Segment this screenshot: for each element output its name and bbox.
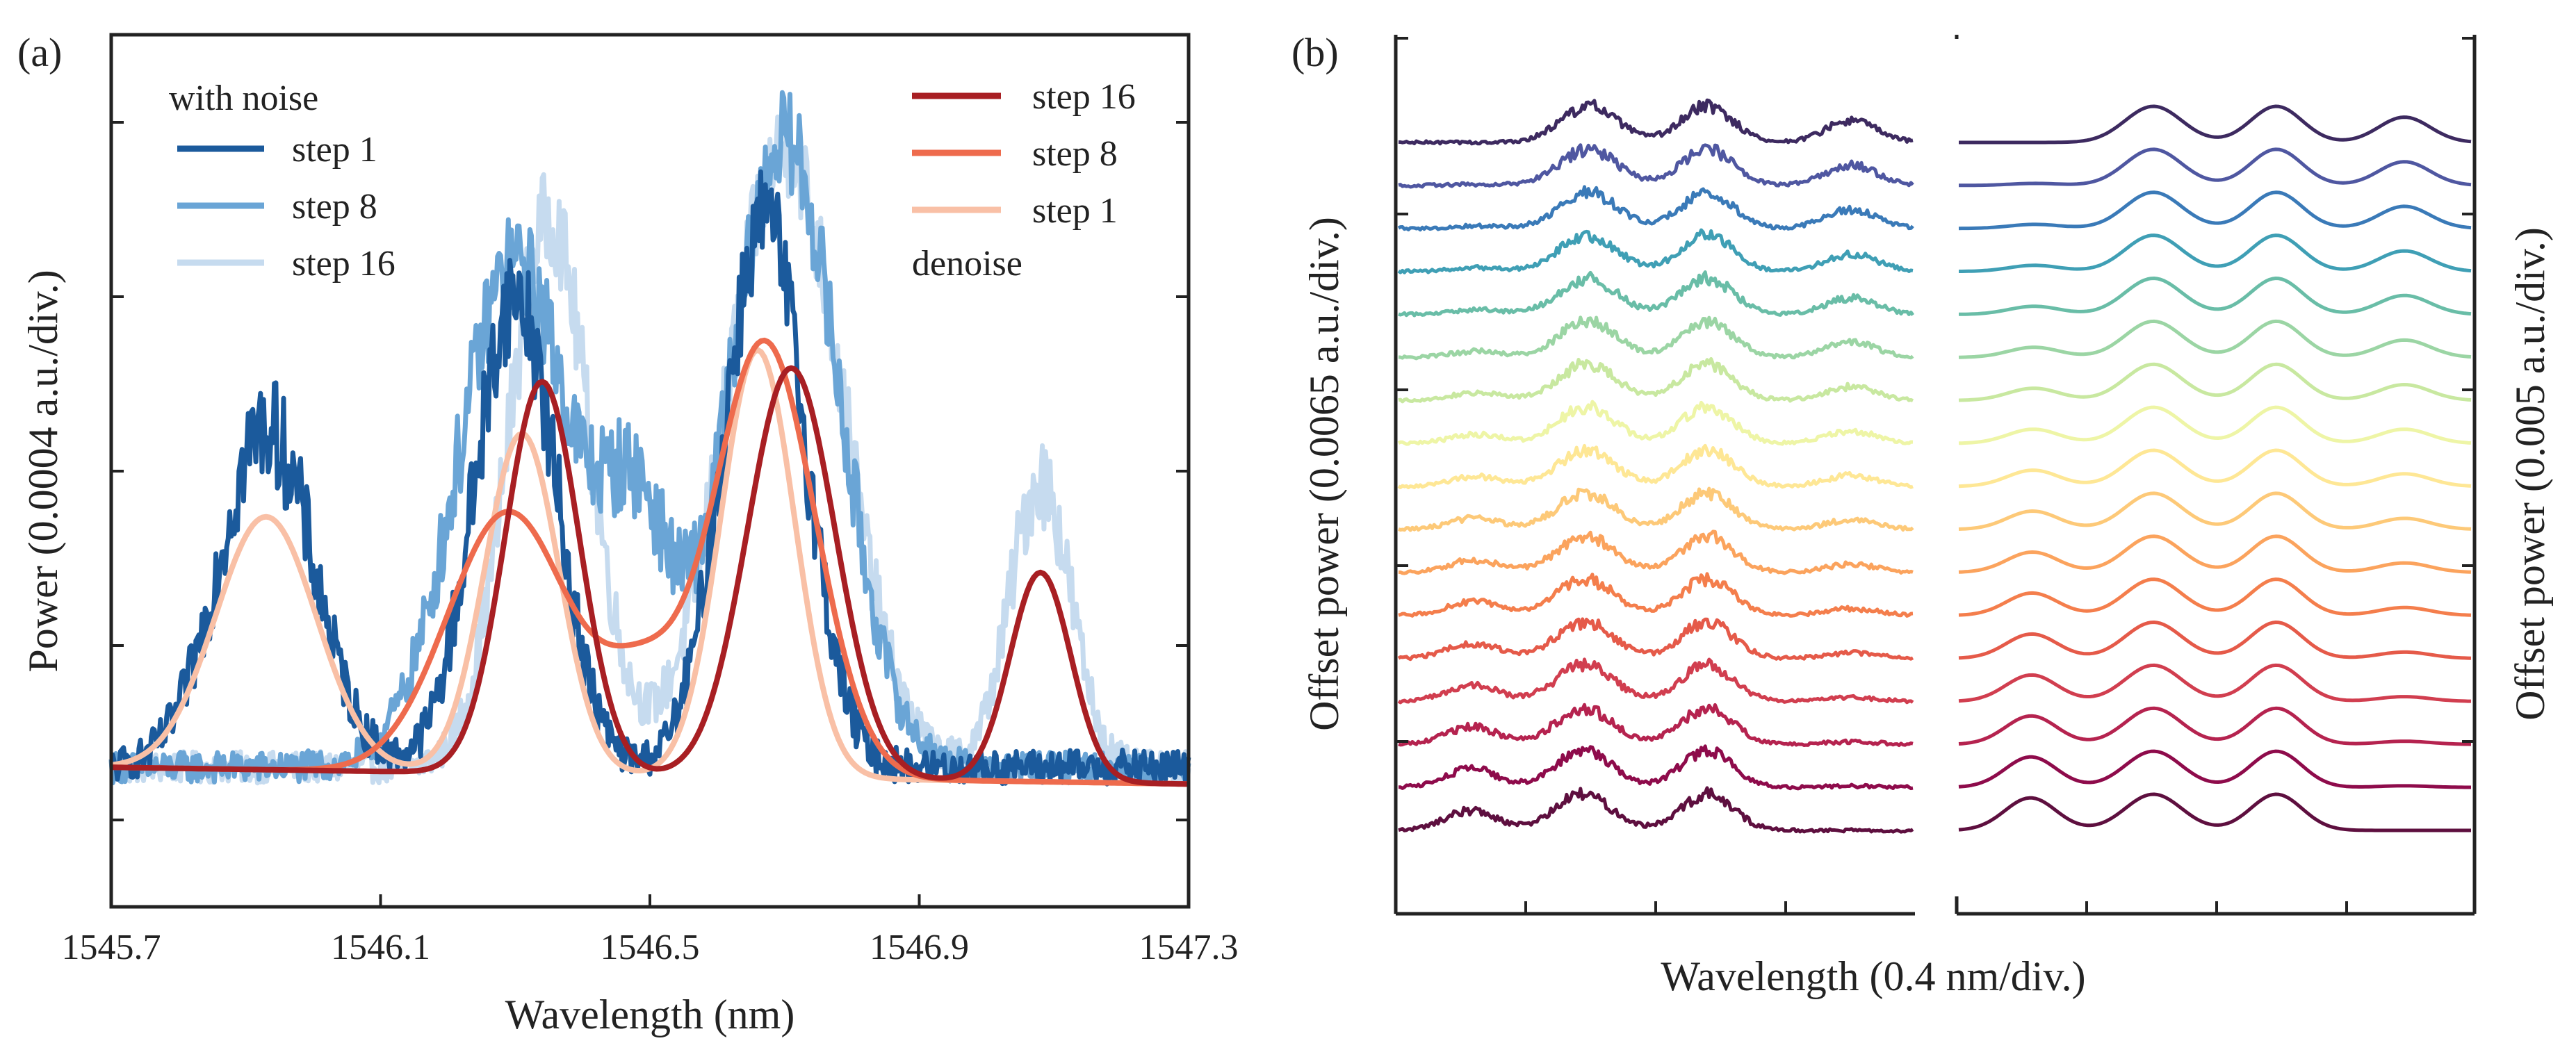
legend-with-noise: with noise step 1 step 8 step 16 (169, 79, 396, 284)
noisy-series-step-16 (108, 114, 1191, 786)
denoised-trace-13 (1959, 277, 2472, 316)
panel-a-y-axis-label: Power (0.0004 a.u./div.) (20, 270, 66, 672)
noisy-trace-8 (1398, 486, 1914, 532)
noisy-trace-4 (1397, 657, 1914, 705)
panel-a-x-tick-label: 1546.9 (870, 928, 969, 967)
panel-a-series (108, 90, 1191, 787)
panel-a-y-ticks (111, 121, 1189, 821)
denoised-trace-15 (1958, 190, 2472, 231)
panel-a: (a) 1545.7 1546.1 1546.5 1546.9 1547.3 (17, 30, 1239, 1037)
noisy-trace-2 (1399, 744, 1914, 791)
noisy-trace-3 (1398, 703, 1914, 748)
denoised-trace-5 (1958, 621, 2472, 660)
panel-b: (b) (1291, 30, 2553, 999)
panel-a-x-tick-labels: 1545.7 1546.1 1546.5 1546.9 1547.3 (62, 928, 1239, 967)
legend-denoise-title: denoise (912, 244, 1022, 284)
denoised-trace-16 (1959, 147, 2472, 188)
noisy-trace-7 (1398, 530, 1914, 575)
noisy-trace-9 (1397, 443, 1914, 490)
panel-b-right-y-axis-label: Offset power (0.005 a.u./div.) (2507, 227, 2553, 721)
noisy-trace-14 (1397, 228, 1914, 274)
denoised-trace-14 (1959, 233, 2472, 273)
panel-a-label: (a) (17, 30, 62, 75)
denoised-trace-12 (1958, 319, 2472, 359)
panel-b-left-y-axis-label: Offset power (0.0065 a.u./div.) (1301, 217, 1347, 731)
legend-label-denoise-step-16: step 16 (1032, 77, 1136, 117)
panel-b-x-axis-label: Wavelength (0.4 nm/div.) (1661, 953, 2085, 999)
denoised-trace-6 (1958, 577, 2472, 617)
panel-b-denoised-traces (1958, 104, 2472, 832)
denoised-trace-10 (1958, 405, 2472, 445)
noisy-trace-1 (1398, 786, 1914, 834)
denoised-trace-17 (1959, 104, 2472, 145)
noisy-trace-16 (1398, 143, 1914, 189)
panel-b-noisy-traces (1397, 98, 1915, 834)
panel-b-left-axes (1394, 35, 1915, 916)
noisy-trace-10 (1397, 400, 1914, 446)
panel-b-right-axes (1955, 35, 2477, 916)
noisy-series-step-1 (110, 169, 1191, 787)
panel-b-label: (b) (1291, 30, 1339, 75)
legend-denoise: step 16 step 8 step 1 denoise (912, 77, 1136, 284)
denoised-trace-1 (1958, 792, 2471, 832)
noisy-trace-15 (1397, 185, 1914, 232)
noisy-trace-17 (1398, 98, 1914, 146)
noisy-trace-5 (1397, 617, 1914, 662)
legend-label-noise-step-8: step 8 (292, 187, 377, 227)
denoised-trace-4 (1958, 663, 2471, 703)
panel-a-x-ticks (110, 894, 1190, 907)
noisy-trace-6 (1398, 572, 1914, 618)
panel-a-x-axis-label: Wavelength (nm) (505, 992, 795, 1037)
noisy-trace-11 (1398, 356, 1914, 404)
noisy-trace-13 (1398, 270, 1915, 318)
denoised-trace-2 (1958, 749, 2471, 789)
legend-label-denoise-step-1: step 1 (1032, 191, 1118, 231)
denoised-trace-8 (1958, 491, 2472, 531)
denoised-trace-7 (1958, 534, 2472, 574)
panel-a-x-tick-label: 1545.7 (62, 928, 161, 967)
legend-label-denoise-step-8: step 8 (1032, 134, 1118, 174)
panel-a-x-tick-label: 1546.5 (601, 928, 700, 967)
denoised-trace-3 (1958, 706, 2472, 746)
legend-label-noise-step-16: step 16 (292, 244, 396, 284)
legend-label-noise-step-1: step 1 (292, 130, 377, 170)
panel-a-x-tick-label: 1546.1 (331, 928, 430, 967)
panel-a-x-tick-label: 1547.3 (1139, 928, 1239, 967)
denoised-series-step-16 (111, 365, 1189, 787)
noisy-trace-12 (1398, 315, 1914, 361)
denoised-trace-11 (1958, 362, 2472, 402)
denoised-trace-9 (1958, 448, 2472, 489)
legend-with-noise-title: with noise (169, 79, 318, 118)
